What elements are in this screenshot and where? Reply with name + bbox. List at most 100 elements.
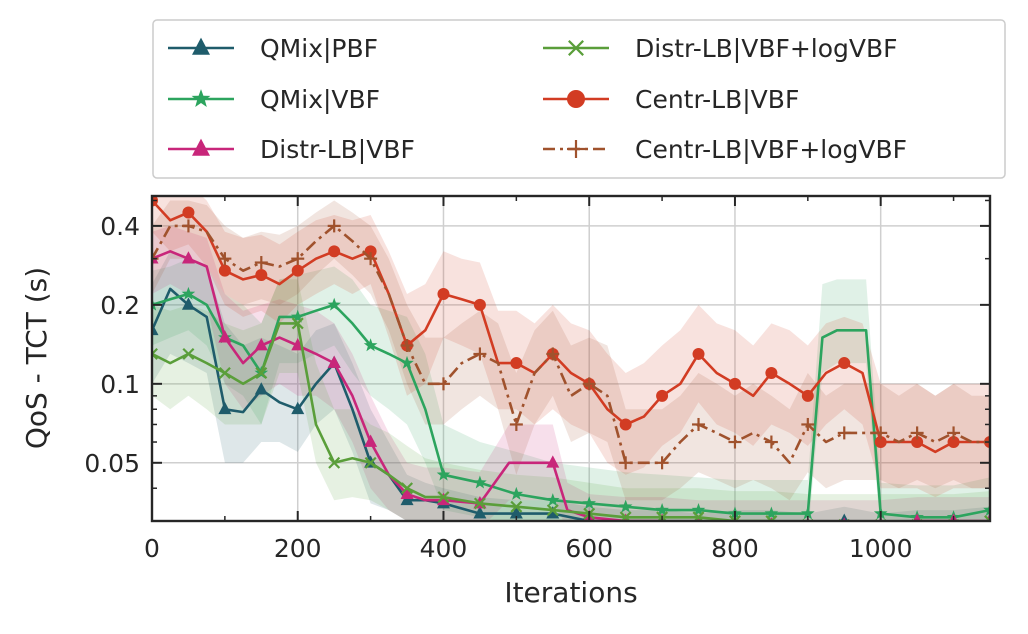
marker-shape (983, 503, 990, 516)
marker-shape (328, 245, 341, 258)
marker-shape (728, 377, 741, 390)
marker-shape (765, 515, 773, 521)
x-tick-label: 800 (711, 534, 759, 563)
data-point (838, 357, 851, 370)
legend-marker (192, 138, 210, 156)
marker-shape (510, 500, 523, 513)
data-point (692, 347, 705, 360)
marker-shape (546, 455, 560, 468)
data-point (255, 268, 268, 281)
legend-label: QMix|PBF (260, 34, 378, 63)
marker-shape (473, 497, 486, 510)
data-point (327, 297, 341, 311)
data-point (546, 493, 560, 506)
marker-shape (546, 506, 560, 519)
data-point (218, 252, 232, 266)
data-point (152, 196, 158, 207)
data-point (364, 434, 378, 447)
data-point (182, 347, 195, 360)
data-point (255, 366, 268, 379)
legend-label: Centr-LB|VBF (635, 85, 799, 114)
x-tick-label: 0 (144, 534, 160, 563)
data-point (582, 377, 596, 391)
series-line (152, 322, 990, 521)
data-point (728, 435, 742, 449)
marker-shape (401, 482, 414, 495)
data-point (363, 338, 378, 352)
data-point (473, 475, 487, 489)
data-point (473, 506, 487, 519)
data-point (152, 251, 159, 264)
marker-shape (182, 206, 195, 219)
data-point (509, 486, 524, 500)
data-point (582, 496, 596, 510)
marker-shape (801, 506, 815, 520)
data-point (436, 467, 451, 481)
data-point (364, 252, 378, 266)
marker-shape (363, 338, 378, 352)
data-point (510, 357, 523, 370)
data-point (983, 503, 990, 516)
data-point (328, 456, 341, 469)
data-point (840, 513, 849, 521)
data-point (691, 503, 706, 516)
data-point (400, 355, 414, 369)
marker-shape (733, 515, 741, 521)
data-point (656, 389, 669, 402)
plot-area: 0 200 400 600 800 1000 0.05 0.1 0.2 0.4 (84, 194, 992, 563)
data-point (254, 338, 268, 351)
data-point (874, 436, 887, 449)
marker-shape (291, 401, 305, 415)
lines-layer (152, 196, 990, 521)
marker-shape (327, 297, 341, 311)
legend-item: Distr-LB|VBF+logVBF (543, 34, 898, 63)
marker-shape (947, 436, 960, 449)
legend-item: Centr-LB|VBF+logVBF (543, 135, 907, 164)
data-point (546, 506, 560, 519)
data-point (692, 417, 706, 431)
marker-shape (655, 503, 669, 516)
marker-shape (656, 389, 669, 402)
data-point (619, 456, 633, 470)
data-point (218, 366, 231, 379)
marker-shape (509, 486, 524, 500)
legend-marker (568, 40, 584, 56)
marker-shape (364, 434, 378, 447)
confidence-band (152, 200, 990, 501)
data-point (181, 219, 195, 233)
legend-item: Distr-LB|VBF (168, 135, 415, 164)
y-tick-label: 0.05 (84, 449, 140, 478)
marker-shape (181, 251, 195, 264)
marker-shape (364, 456, 377, 469)
data-point (801, 417, 815, 431)
data-point (152, 347, 158, 360)
marker-shape (582, 496, 596, 510)
marker-shape (436, 492, 450, 506)
marker-shape (874, 436, 887, 449)
marker-shape (473, 298, 486, 311)
data-point (181, 286, 196, 300)
confidence-band (152, 258, 990, 521)
marker-shape (510, 357, 523, 370)
marker-shape (191, 89, 211, 107)
marker-shape (473, 506, 487, 519)
marker-shape (152, 352, 158, 360)
axes-frame (150, 194, 992, 523)
data-point (436, 492, 450, 506)
data-point (328, 245, 341, 258)
data-point (509, 506, 523, 519)
marker-shape (400, 486, 414, 499)
marker-shape (618, 499, 633, 513)
data-point (510, 500, 523, 513)
x-axis-title: Iterations (504, 576, 637, 609)
data-point (327, 355, 341, 368)
data-point (619, 418, 632, 431)
data-point (327, 219, 341, 233)
data-point (254, 382, 268, 395)
data-point (473, 497, 486, 510)
marker-shape (291, 264, 304, 277)
y-tick-label: 0.4 (100, 212, 140, 241)
marker-shape (473, 475, 487, 489)
data-point (401, 482, 414, 495)
